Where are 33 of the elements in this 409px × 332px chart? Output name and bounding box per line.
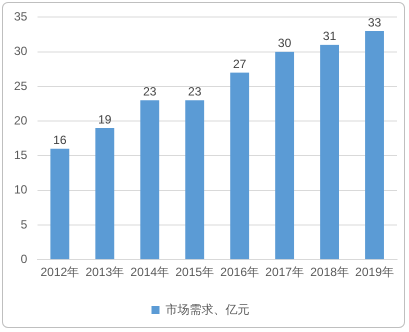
data-label: 23 bbox=[188, 84, 202, 99]
x-tick-label: 2018年 bbox=[310, 265, 349, 280]
y-tick-label: 20 bbox=[14, 113, 28, 128]
bar bbox=[140, 100, 160, 260]
x-tick-label: 2015年 bbox=[175, 265, 214, 280]
y-tick-label: 0 bbox=[20, 252, 28, 266]
bar bbox=[320, 44, 340, 260]
y-tick-label: 10 bbox=[14, 182, 28, 197]
x-tick-label: 2017年 bbox=[265, 265, 304, 280]
bar bbox=[275, 52, 294, 260]
data-label: 30 bbox=[278, 36, 292, 50]
x-tick-label: 2012年 bbox=[40, 265, 80, 280]
y-tick-label: 5 bbox=[20, 217, 28, 232]
data-label: 27 bbox=[232, 56, 247, 71]
data-label: 31 bbox=[322, 29, 337, 44]
bar bbox=[50, 148, 70, 260]
x-tick-label: 2016年 bbox=[220, 265, 260, 280]
y-tick-label: 35 bbox=[14, 10, 28, 24]
y-tick-label: 25 bbox=[14, 78, 28, 93]
data-label: 23 bbox=[143, 84, 157, 99]
bar bbox=[95, 128, 114, 260]
x-tick-label: 2013年 bbox=[85, 265, 124, 280]
y-tick-label: 15 bbox=[14, 148, 28, 162]
legend-label: 市场需求、亿元 bbox=[166, 302, 250, 316]
bar bbox=[230, 72, 250, 260]
bar bbox=[185, 100, 204, 260]
data-label: 33 bbox=[368, 15, 382, 30]
data-label: 16 bbox=[53, 133, 67, 148]
data-label: 19 bbox=[98, 112, 112, 126]
bar bbox=[365, 31, 384, 260]
y-tick-label: 30 bbox=[14, 44, 28, 58]
x-tick-label: 2019年 bbox=[355, 265, 394, 280]
x-tick-label: 2014年 bbox=[130, 265, 170, 280]
